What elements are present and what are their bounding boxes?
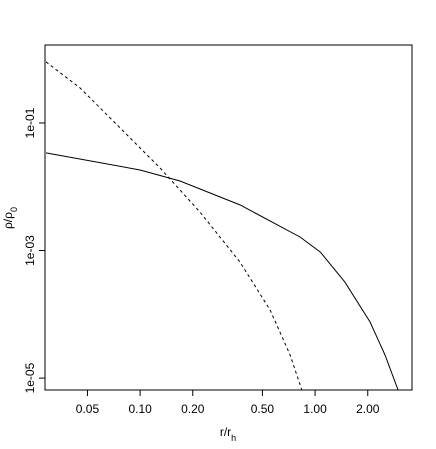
x-axis-label-sub: h [231, 433, 236, 443]
x-tick-label: 0.05 [76, 402, 100, 416]
y-tick-label: 1e-01 [23, 107, 37, 138]
x-axis-label: r/rh [220, 425, 236, 443]
x-tick-label: 0.20 [181, 402, 205, 416]
y-axis-label-text: ρ/ρ [1, 212, 15, 229]
y-axis-label-sub: 0 [9, 207, 19, 212]
data-line [45, 61, 303, 391]
x-tick-label: 0.10 [128, 402, 152, 416]
x-tick-label: 2.00 [356, 402, 380, 416]
x-tick-label: 0.50 [251, 402, 275, 416]
data-line [45, 152, 399, 391]
x-axis-label-text: r/r [220, 425, 231, 439]
y-axis-label: ρ/ρ0 [1, 207, 19, 229]
y-tick-label: 1e-03 [23, 235, 37, 266]
x-tick-label: 1.00 [303, 402, 327, 416]
y-tick-label: 1e-05 [23, 362, 37, 393]
plot-frame [44, 44, 413, 391]
